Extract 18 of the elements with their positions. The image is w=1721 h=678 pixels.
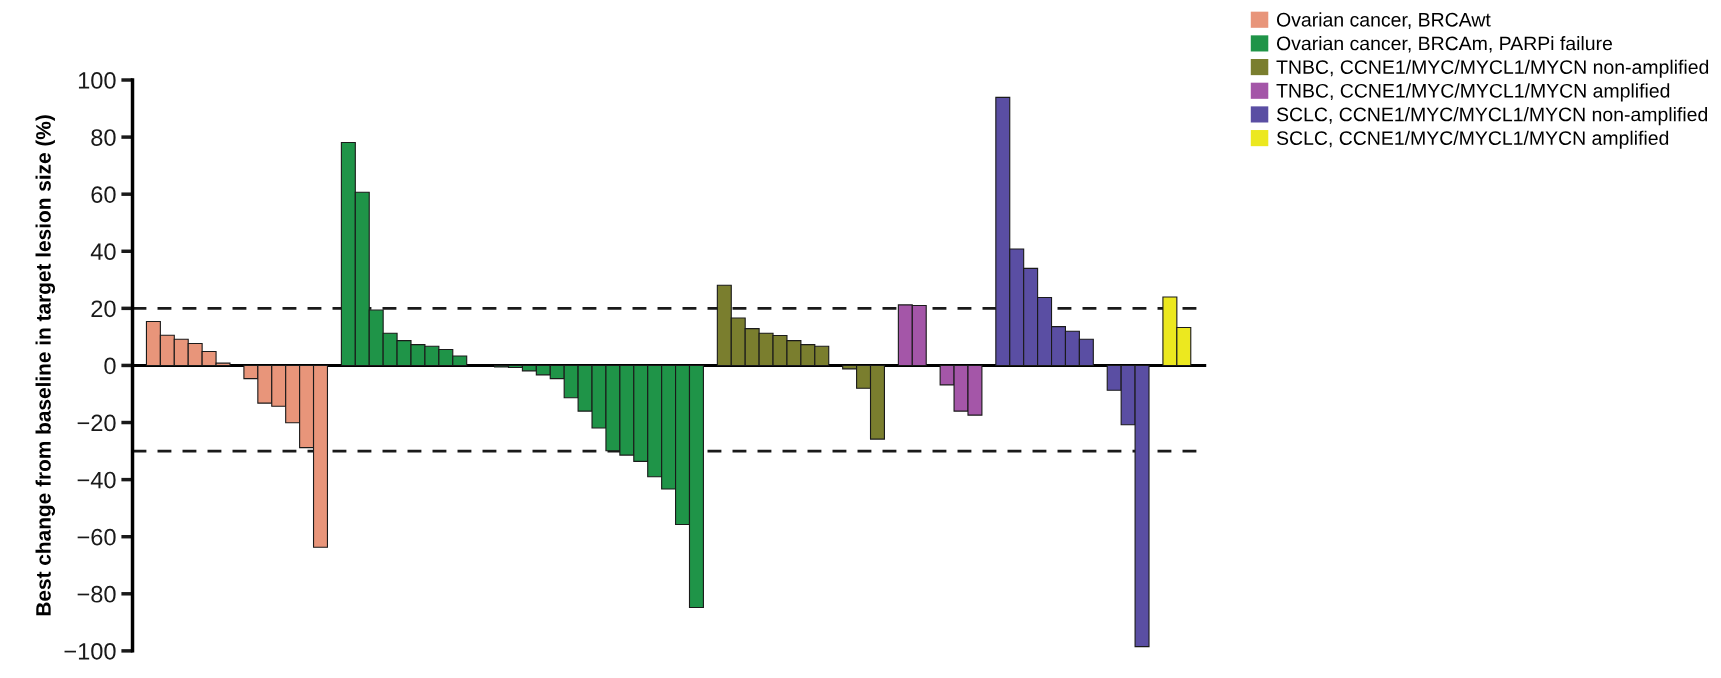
legend-label: Ovarian cancer, BRCAm, PARPi failure xyxy=(1276,36,1613,53)
y-tick-label: 80 xyxy=(91,129,116,146)
legend-label: SCLC, CCNE1/MYC/MYCL1/MYCN non-amplified xyxy=(1276,107,1708,126)
y-tick-label: −60 xyxy=(77,528,116,546)
y-tick-label: −100 xyxy=(64,642,116,660)
y-tick-label: 60 xyxy=(91,186,116,203)
y-tick-label: −40 xyxy=(77,471,116,489)
legend-label: TNBC, CCNE1/MYC/MYCL1/MYCN non-amplified xyxy=(1276,59,1709,78)
y-axis-title: Best change from baseline in target lesion size (%) xyxy=(35,115,56,616)
y-tick-label: 20 xyxy=(91,300,116,318)
y-tick-label: 100 xyxy=(78,72,116,89)
legend-label: TNBC, CCNE1/MYC/MYCL1/MYCN amplified xyxy=(1276,83,1670,102)
y-tick-label: −20 xyxy=(77,414,116,432)
legend-label: Ovarian cancer, BRCAwt xyxy=(1276,12,1491,29)
y-tick-label: 40 xyxy=(90,243,116,261)
legend-label: SCLC, CCNE1/MYC/MYCL1/MYCN amplified xyxy=(1276,130,1669,149)
y-tick-label: 0 xyxy=(104,357,116,375)
y-tick-label: −80 xyxy=(77,585,116,603)
